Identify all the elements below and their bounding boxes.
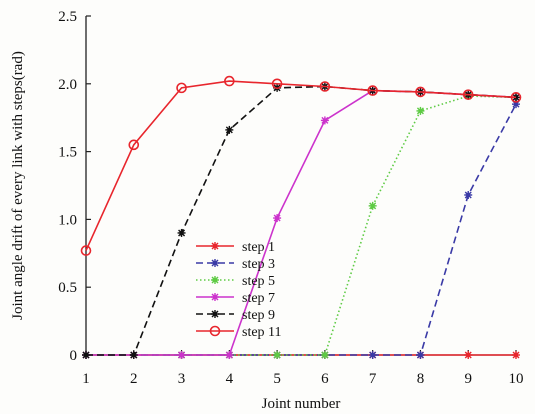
x-tick-label: 9 [464, 371, 472, 387]
data-point [320, 351, 329, 359]
marker-dot [322, 352, 328, 358]
data-point [271, 78, 283, 90]
marker-dot [370, 352, 375, 358]
legend-marker [211, 242, 219, 250]
y-axis-title: Joint angle drift of every link with ste… [10, 51, 26, 320]
data-point [416, 351, 425, 359]
marker-dot [212, 243, 218, 249]
legend-label: step 7 [242, 291, 275, 306]
marker-dot [274, 352, 280, 358]
legend-marker [209, 325, 221, 337]
data-point [225, 125, 234, 134]
marker-dot [212, 311, 218, 317]
marker-dot [418, 108, 423, 114]
data-point [464, 190, 473, 199]
legend-label: step 5 [242, 274, 275, 289]
x-tick-label: 10 [509, 371, 524, 387]
x-tick-label: 8 [417, 371, 425, 387]
data-point [416, 106, 425, 115]
data-point [224, 75, 235, 87]
data-point [415, 86, 426, 98]
x-tick-label: 6 [321, 371, 329, 387]
series-line [86, 89, 517, 356]
marker-dot [418, 352, 423, 358]
y-tick-label: 0.5 [58, 280, 77, 296]
legend-marker [211, 259, 219, 267]
data-point [177, 228, 186, 237]
data-point [273, 214, 282, 223]
marker-dot [212, 294, 218, 300]
legend-label: step 9 [242, 308, 275, 323]
marker-dot [466, 192, 471, 198]
marker-dot [513, 101, 519, 107]
marker-dot [513, 352, 519, 358]
series-step-5 [82, 92, 520, 359]
series-line [86, 95, 517, 356]
data-point [176, 82, 187, 94]
marker-dot [370, 203, 375, 209]
x-tick-label: 5 [273, 371, 281, 387]
data-point [82, 351, 90, 359]
y-tick-label: 2.0 [58, 77, 77, 93]
marker-dot [179, 352, 184, 358]
marker-dot [274, 215, 280, 221]
x-axis-title: Joint number [262, 396, 341, 412]
marker-dot [227, 127, 232, 133]
y-tick-label: 1.5 [58, 145, 77, 161]
data-point [225, 351, 234, 359]
legend: step 1 step 3 step 5 step 7 step 9 step 11 [196, 240, 282, 340]
series-line [86, 85, 517, 356]
data-point [512, 351, 520, 359]
data-point [367, 85, 378, 96]
data-point [368, 351, 377, 359]
series-step-11 [80, 75, 522, 256]
series-step-9 [82, 82, 520, 359]
legend-label: step 3 [242, 257, 275, 272]
data-point [80, 245, 92, 256]
data-point [462, 89, 474, 100]
data-point [129, 351, 138, 359]
marker-dot [322, 118, 328, 123]
marker-dot [212, 277, 218, 283]
y-tick-label: 2.5 [58, 9, 77, 25]
series-step-3 [82, 100, 520, 359]
data-point [320, 116, 329, 125]
plot-area [80, 75, 522, 359]
x-tick-label: 2 [130, 371, 138, 387]
data-point [177, 351, 186, 359]
x-tick-label: 3 [178, 371, 186, 387]
marker-dot [179, 230, 184, 236]
data-point [510, 92, 522, 103]
y-tick-label: 0 [70, 348, 78, 364]
data-point [128, 139, 140, 151]
x-tick-label: 1 [82, 371, 90, 387]
data-point [273, 351, 282, 359]
marker-dot [466, 352, 471, 358]
data-point [368, 201, 377, 210]
series-line [85, 80, 517, 251]
legend-label: step 11 [242, 325, 282, 340]
legend-marker [211, 293, 219, 301]
data-point [319, 81, 331, 92]
marker-dot [131, 352, 136, 358]
legend-label: step 1 [242, 240, 275, 255]
marker-dot [83, 352, 89, 358]
legend-marker [211, 310, 219, 318]
series-line [86, 103, 517, 356]
x-tick-label: 7 [369, 371, 377, 387]
marker-dot [227, 352, 232, 358]
legend-marker [211, 276, 219, 284]
data-point [464, 351, 473, 359]
marker-dot [212, 260, 218, 266]
x-tick-label: 4 [226, 371, 234, 387]
y-tick-label: 1.0 [58, 212, 77, 228]
axes: 1 2 3 4 5 6 7 8 9 10 0 0.5 1.0 1.5 2.0 2.5 [58, 9, 523, 387]
